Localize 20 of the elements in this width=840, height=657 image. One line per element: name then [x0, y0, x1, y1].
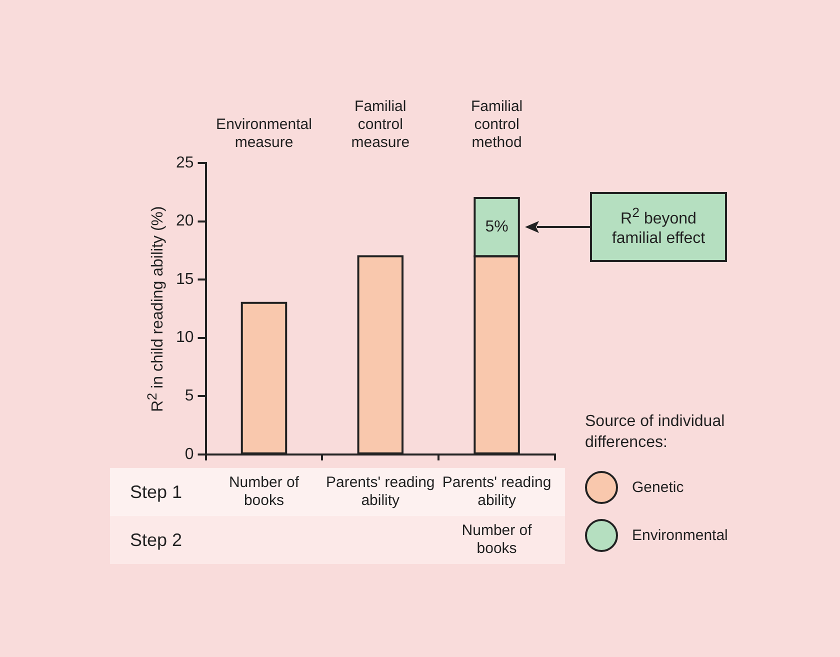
y-tick-label: 20 — [176, 212, 194, 230]
data-label: 5% — [485, 218, 508, 236]
legend-label: Genetic — [632, 479, 684, 496]
legend-title: Source of individual differences: — [585, 412, 726, 453]
text: Parents' reading ability — [442, 473, 552, 511]
text: Step 1 — [130, 480, 182, 504]
text: Step 2 — [130, 528, 182, 552]
y-tick-label: 5 — [184, 388, 194, 405]
x-tick-label: Environmental measure — [216, 116, 312, 152]
text: Parents' reading ability — [325, 473, 436, 511]
x-tick-label: Familial control method — [470, 98, 523, 152]
x-tick-label: Familial control measure — [351, 98, 410, 152]
y-tick-label: 0 — [184, 446, 194, 463]
y-tick-label: 10 — [176, 329, 194, 346]
note-box: R$^{2}$ beyond familial effect — [590, 192, 727, 262]
text: Number of books — [228, 473, 300, 511]
text: Number of books — [460, 521, 533, 559]
legend-label: Environmental — [632, 527, 728, 544]
y-tick-label: 15 — [176, 270, 194, 288]
y-tick-label: 25 — [176, 154, 194, 172]
